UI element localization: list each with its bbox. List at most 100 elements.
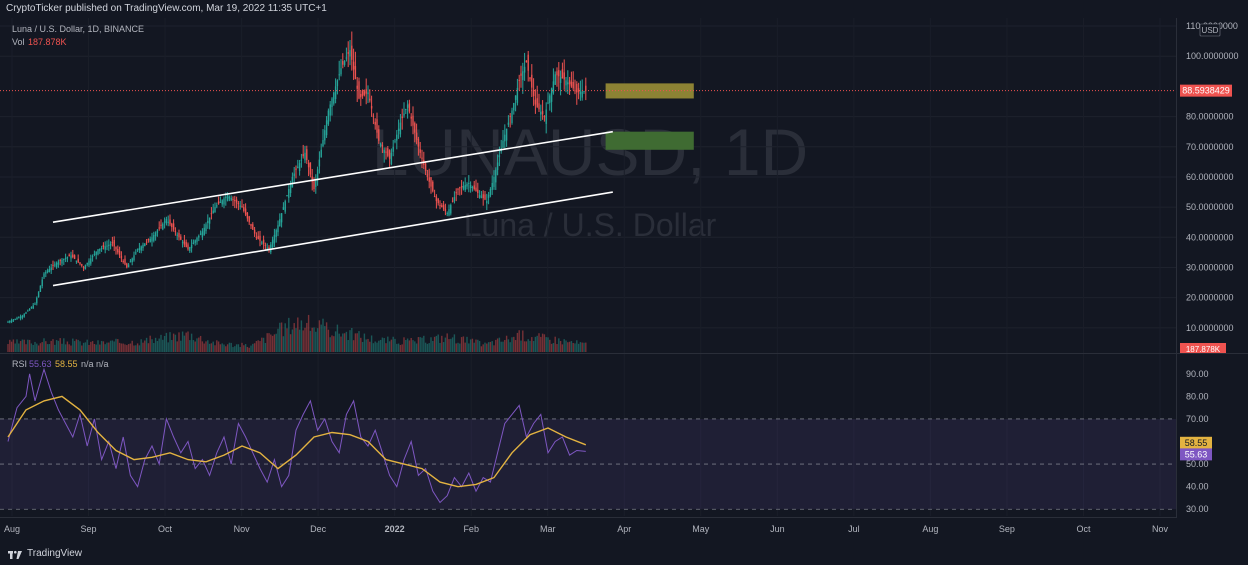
candle-body xyxy=(16,318,18,320)
candle-body xyxy=(396,134,398,141)
channel-line xyxy=(52,191,613,287)
volume-bar xyxy=(268,333,270,352)
volume-bar xyxy=(277,328,279,352)
time-axis[interactable]: Aug Sep Oct Nov Dec 2022 Feb Mar Apr May Jun Jul Aug… xyxy=(4,524,1169,534)
volume-bar xyxy=(471,338,474,352)
candle-body xyxy=(190,244,193,249)
time-tick-label: Jun xyxy=(770,524,785,534)
footer-brand[interactable]: TradingView xyxy=(27,548,83,559)
volume-bar xyxy=(511,337,513,352)
volume-bar xyxy=(144,340,146,352)
volume-bar xyxy=(52,339,54,352)
candle-body xyxy=(212,210,214,214)
candle-body xyxy=(63,258,65,261)
candle-body xyxy=(370,105,373,109)
chart-svg[interactable]: LUNAUSD, 1D Luna / U.S. Dollar 110.00000… xyxy=(0,18,1248,540)
volume-bar xyxy=(32,344,34,352)
price-channel xyxy=(52,130,613,287)
candle-body xyxy=(360,94,362,98)
volume-bar xyxy=(100,340,103,352)
volume-bar xyxy=(225,346,227,352)
volume-bar xyxy=(95,344,97,352)
candle-body xyxy=(390,152,393,165)
candle-body xyxy=(196,238,198,242)
volume-bar xyxy=(291,329,294,352)
candle-body xyxy=(363,91,366,95)
volume-bar xyxy=(372,343,375,352)
tradingview-logo-icon[interactable] xyxy=(8,549,22,559)
candle-body xyxy=(259,235,261,241)
candle-body xyxy=(82,267,85,269)
candle-body xyxy=(388,150,391,159)
rsi-legend-label[interactable]: RSI xyxy=(12,359,27,369)
candle-body xyxy=(482,194,484,199)
volume-bar xyxy=(376,342,378,352)
volume-bar xyxy=(347,340,349,352)
volume-bar xyxy=(572,342,574,352)
volume-badge-label: 187.878K xyxy=(1186,345,1221,354)
volume-bar xyxy=(405,339,407,352)
candle-body xyxy=(545,109,547,124)
candle-body xyxy=(225,196,227,199)
volume-bar xyxy=(196,338,198,352)
volume-bar xyxy=(327,329,330,352)
candle-body xyxy=(61,259,63,264)
volume-bar xyxy=(419,337,421,352)
volume-bar xyxy=(284,323,286,352)
volume-bar xyxy=(185,332,187,352)
candle-body xyxy=(558,70,560,77)
volume-bar xyxy=(271,335,274,352)
volume-bar xyxy=(203,343,205,352)
chart-area[interactable]: LUNAUSD, 1D Luna / U.S. Dollar 110.00000… xyxy=(0,18,1248,540)
volume-bar xyxy=(199,335,202,352)
volume-bar xyxy=(86,339,88,352)
candle-body xyxy=(183,240,186,245)
volume-bar xyxy=(561,344,564,352)
rsi-series-ma xyxy=(7,395,587,488)
volume-bar xyxy=(523,341,526,352)
volume-bar xyxy=(342,333,344,352)
publisher-name[interactable]: CryptoTicker xyxy=(6,3,63,14)
candle-body xyxy=(93,253,96,255)
volume-bar xyxy=(244,344,247,352)
volume-bar xyxy=(261,337,263,352)
volume-bar xyxy=(558,338,560,352)
volume-bar xyxy=(273,334,276,352)
volume-bar xyxy=(295,328,297,352)
volume-legend-label[interactable]: Vol xyxy=(12,37,25,47)
volume-bar xyxy=(442,342,445,352)
volume-bar xyxy=(14,343,16,352)
symbol-legend[interactable]: Luna / U.S. Dollar, 1D, BINANCE xyxy=(12,24,144,34)
candle-body xyxy=(214,207,216,213)
candle-body xyxy=(171,223,173,227)
zone-green xyxy=(605,131,694,150)
candle-body xyxy=(192,242,195,245)
volume-bar xyxy=(180,340,182,352)
volume-bar xyxy=(241,342,243,352)
candle-body xyxy=(52,264,54,266)
volume-bar xyxy=(345,331,348,352)
volume-bar xyxy=(460,337,463,352)
candle-body xyxy=(127,264,130,268)
volume-bar xyxy=(397,343,400,352)
candle-body xyxy=(234,199,236,202)
candle-body xyxy=(232,198,234,200)
candle-body xyxy=(86,262,88,265)
volume-bar xyxy=(124,344,126,352)
currency-badge[interactable] xyxy=(1199,23,1221,37)
candle-body xyxy=(207,220,209,223)
candle-body xyxy=(282,207,285,210)
candle-body xyxy=(185,242,187,247)
candle-body xyxy=(273,234,276,244)
volume-bar xyxy=(7,344,9,352)
candle-body xyxy=(59,260,61,262)
candle-body xyxy=(448,209,450,216)
volume-bar xyxy=(543,334,546,352)
candle-body xyxy=(201,231,204,238)
volume-bar xyxy=(106,342,108,352)
volume-bar xyxy=(90,341,92,352)
volume-bar xyxy=(585,342,587,352)
volume-bar xyxy=(577,343,580,352)
volume-bar xyxy=(82,342,85,352)
volume-bar xyxy=(480,346,483,352)
